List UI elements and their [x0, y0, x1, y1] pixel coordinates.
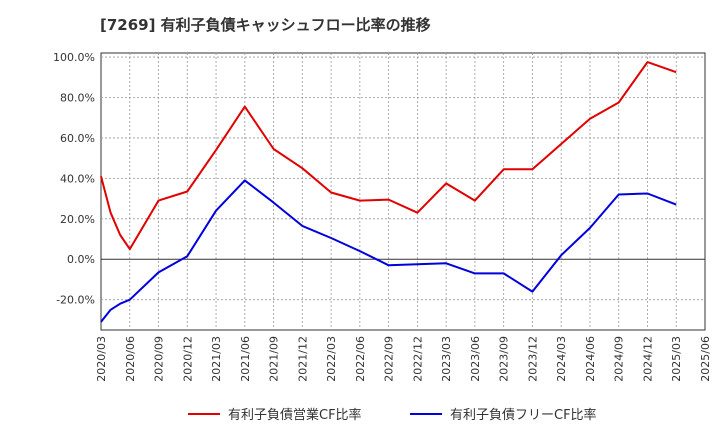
x-tick-label: 2020/06	[124, 336, 137, 382]
x-tick-label: 2024/03	[555, 336, 568, 382]
x-tick-label: 2020/09	[153, 336, 166, 382]
x-tick-label: 2023/12	[526, 336, 539, 382]
y-tick-label: 60.0%	[60, 132, 95, 145]
x-tick-label: 2024/09	[613, 336, 626, 382]
x-tick-label: 2023/06	[469, 336, 482, 382]
series-line-1	[100, 61, 677, 251]
x-axis: 2020/03 2020/06 2020/09 2020/12 2021/03 2021/…	[95, 336, 712, 382]
x-tick-label: 2025/03	[670, 336, 683, 382]
x-tick-label: 2025/06	[699, 336, 712, 382]
y-tick-label: 0.0%	[67, 253, 95, 266]
x-tick-label: 2022/06	[354, 336, 367, 382]
x-tick-label: 2020/03	[95, 336, 108, 382]
grid	[101, 53, 705, 330]
y-tick-label: 20.0%	[60, 213, 95, 226]
x-tick-label: 2020/12	[181, 336, 194, 382]
legend-label-2: 有利子負債フリーCF比率	[450, 407, 597, 423]
x-tick-label: 2024/06	[584, 336, 597, 382]
y-axis: 100.0% 80.0% 60.0% 40.0% 20.0% 0.0% -20.0%	[53, 51, 95, 307]
y-tick-label: 80.0%	[60, 91, 95, 104]
chart-title: [7269] 有利子負債キャッシュフロー比率の推移	[100, 16, 431, 34]
x-tick-label: 2021/03	[210, 336, 223, 382]
x-tick-label: 2021/12	[296, 336, 309, 382]
x-tick-label: 2021/09	[268, 336, 281, 382]
y-tick-label: 100.0%	[53, 51, 95, 64]
x-tick-label: 2024/12	[641, 336, 654, 382]
x-tick-label: 2021/06	[239, 336, 252, 382]
x-tick-label: 2022/12	[411, 336, 424, 382]
series-line-2	[100, 179, 677, 323]
x-tick-label: 2022/09	[383, 336, 396, 382]
plot-area	[100, 52, 706, 331]
x-tick-label: 2023/03	[440, 336, 453, 382]
legend: 有利子負債営業CF比率 有利子負債フリーCF比率	[188, 407, 597, 423]
legend-label-1: 有利子負債営業CF比率	[228, 407, 362, 423]
x-tick-label: 2023/09	[498, 336, 511, 382]
y-tick-label: -20.0%	[56, 294, 95, 307]
y-tick-label: 40.0%	[60, 172, 95, 185]
x-tick-label: 2022/03	[325, 336, 338, 382]
series-group	[100, 61, 677, 323]
